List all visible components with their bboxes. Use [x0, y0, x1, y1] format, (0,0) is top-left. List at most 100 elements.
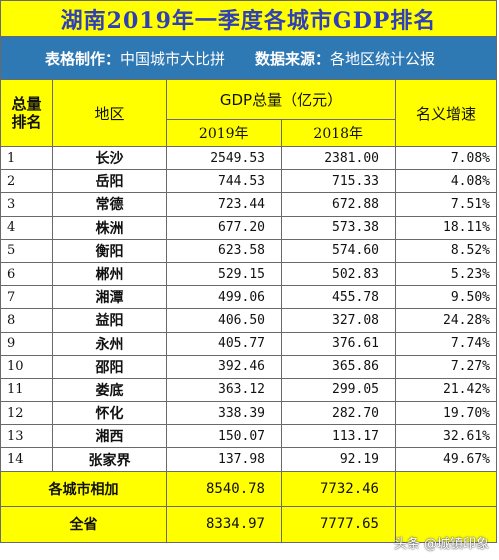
table-row: 4 株洲 677.20 573.38 18.11% — [1, 216, 496, 240]
growth-cell: 49.67% — [396, 448, 496, 472]
table-row: 7 湘潭 499.06 455.78 9.50% — [1, 286, 496, 310]
gdp-2018-cell: 282.70 — [282, 402, 396, 426]
source-info: 数据来源： 各地区统计公报 — [255, 48, 435, 69]
rank-cell: 4 — [1, 216, 53, 240]
gdp-2018-cell: 299.05 — [282, 378, 396, 403]
growth-cell: 24.28% — [396, 309, 496, 333]
table-row: 8 益阳 406.50 327.08 24.28% — [1, 309, 496, 333]
city-cell: 郴州 — [53, 262, 167, 287]
header-rank: 总量 排名 — [1, 80, 53, 146]
table-row: 9 永州 405.77 376.61 7.74% — [1, 332, 496, 356]
table-row: 10 邵阳 392.46 365.86 7.27% — [1, 355, 496, 379]
rank-cell: 5 — [1, 239, 53, 263]
gdp-2019-cell: 744.53 — [167, 170, 282, 194]
city-cell: 衡阳 — [53, 239, 167, 263]
rank-cell: 7 — [1, 286, 53, 310]
gdp-2019-cell: 529.15 — [167, 262, 282, 287]
growth-cell: 8.52% — [396, 240, 496, 263]
gdp-2018-cell: 672.88 — [282, 193, 396, 217]
gdp-2019-cell: 723.44 — [167, 193, 282, 217]
maker-label: 表格制作： — [45, 49, 121, 68]
table-row: 3 常德 723.44 672.88 7.51% — [1, 193, 496, 217]
sum-growth-cell — [396, 472, 496, 507]
growth-cell: 32.61% — [396, 425, 496, 449]
growth-cell: 21.42% — [396, 379, 496, 403]
sum-2019-cell: 8540.78 — [167, 471, 282, 507]
rank-cell: 2 — [1, 170, 53, 194]
header-rank-line1: 总量 — [11, 95, 42, 113]
rank-cell: 9 — [1, 332, 53, 356]
header-rank-line2: 排名 — [11, 113, 42, 131]
gdp-2018-cell: 455.78 — [282, 286, 396, 310]
growth-cell: 19.70% — [396, 402, 496, 426]
city-cell: 怀化 — [53, 402, 167, 426]
rank-cell: 1 — [1, 147, 53, 171]
rank-cell: 13 — [1, 425, 53, 449]
table-row: 12 怀化 338.39 282.70 19.70% — [1, 402, 496, 426]
city-cell: 邵阳 — [53, 355, 167, 379]
rank-cell: 3 — [1, 193, 53, 217]
gdp-2018-cell: 574.60 — [282, 239, 396, 263]
table-row: 6 郴州 529.15 502.83 5.23% — [1, 262, 496, 287]
gdp-2019-cell: 677.20 — [167, 216, 282, 240]
growth-cell: 9.50% — [396, 286, 496, 310]
city-cell: 娄底 — [53, 378, 167, 403]
gdp-2019-cell: 338.39 — [167, 402, 282, 426]
maker-info: 表格制作： 中国城市大比拼 — [45, 48, 225, 69]
growth-cell: 7.51% — [396, 193, 496, 217]
gdp-2019-cell: 363.12 — [167, 378, 282, 403]
gdp-2019-cell: 150.07 — [167, 425, 282, 449]
gdp-2019-cell: 2549.53 — [167, 147, 282, 171]
city-cell: 岳阳 — [53, 170, 167, 194]
city-cell: 湘西 — [53, 425, 167, 449]
growth-cell: 7.74% — [396, 333, 496, 356]
city-cell: 湘潭 — [53, 286, 167, 310]
gdp-2018-cell: 573.38 — [282, 216, 396, 240]
city-cell: 常德 — [53, 193, 167, 217]
table-row: 1 长沙 2549.53 2381.00 7.08% — [1, 147, 496, 171]
gdp-2019-cell: 137.98 — [167, 448, 282, 472]
city-cell: 长沙 — [53, 147, 167, 171]
source-value: 各地区统计公报 — [330, 49, 436, 68]
source-label: 数据来源： — [255, 49, 331, 68]
gdp-2019-cell: 405.77 — [167, 332, 282, 356]
table-header: 总量 排名 地区 GDP总量（亿元） 2019年 2018年 名义增速 — [1, 80, 496, 147]
city-cell: 益阳 — [53, 309, 167, 333]
watermark: 头条 @城镇印象 — [393, 537, 489, 552]
rank-cell: 12 — [1, 402, 53, 426]
gdp-2018-cell: 327.08 — [282, 309, 396, 333]
table-row: 14 张家界 137.98 92.19 49.67% — [1, 448, 496, 472]
city-cell: 张家界 — [53, 448, 167, 472]
gdp-2018-cell: 92.19 — [282, 448, 396, 472]
table-row: 2 岳阳 744.53 715.33 4.08% — [1, 170, 496, 194]
growth-cell: 5.23% — [396, 263, 496, 287]
title-row: 湖南2019年一季度各城市GDP排名 — [1, 1, 496, 37]
sum-of-cities-label: 各城市相加 — [1, 471, 167, 507]
header-2018: 2018年 — [313, 126, 364, 142]
header-growth: 名义增速 — [415, 104, 476, 123]
province-2018-cell: 7777.65 — [282, 506, 396, 542]
gdp-2018-cell: 113.17 — [282, 425, 396, 449]
sum-2018-cell: 7732.46 — [282, 471, 396, 507]
gdp-2019-cell: 406.50 — [167, 309, 282, 333]
province-total-row: 全省 8334.97 7777.65 — [1, 506, 496, 542]
sum-of-cities-row: 各城市相加 8540.78 7732.46 — [1, 471, 496, 507]
header-gdp: GDP总量（亿元） — [167, 80, 395, 120]
rank-cell: 11 — [1, 378, 53, 403]
table-body: 1 长沙 2549.53 2381.00 7.08% 2 岳阳 744.53 7… — [1, 147, 496, 472]
gdp-2018-cell: 2381.00 — [282, 147, 396, 171]
rank-cell: 10 — [1, 355, 53, 379]
header-area: 地区 — [53, 80, 167, 146]
rank-cell: 6 — [1, 262, 53, 287]
gdp-2019-cell: 499.06 — [167, 286, 282, 310]
gdp-2019-cell: 623.58 — [167, 239, 282, 263]
rank-cell: 8 — [1, 309, 53, 333]
province-total-label: 全省 — [1, 506, 167, 542]
gdp-2018-cell: 715.33 — [282, 170, 396, 194]
growth-cell: 7.27% — [396, 356, 496, 379]
city-cell: 永州 — [53, 332, 167, 356]
maker-value: 中国城市大比拼 — [120, 49, 226, 68]
growth-cell: 18.11% — [396, 217, 496, 240]
table-row: 13 湘西 150.07 113.17 32.61% — [1, 425, 496, 449]
growth-cell: 4.08% — [396, 170, 496, 194]
